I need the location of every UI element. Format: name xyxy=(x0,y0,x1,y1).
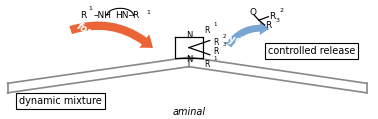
Text: formation: formation xyxy=(74,21,126,57)
Text: HN–R: HN–R xyxy=(115,11,139,20)
Text: R: R xyxy=(80,11,86,20)
FancyArrowPatch shape xyxy=(70,22,153,48)
Text: 2: 2 xyxy=(280,8,284,13)
Text: dynamic mixture: dynamic mixture xyxy=(19,96,102,106)
Text: R: R xyxy=(214,47,219,56)
Text: 1: 1 xyxy=(214,22,217,27)
Text: –NH: –NH xyxy=(94,11,112,20)
Text: N: N xyxy=(186,55,192,64)
Text: 1: 1 xyxy=(147,10,150,15)
Text: O: O xyxy=(250,8,257,17)
Text: N: N xyxy=(186,31,192,40)
Text: R: R xyxy=(214,38,219,47)
Text: aminal: aminal xyxy=(172,107,206,117)
Text: R: R xyxy=(204,60,209,69)
Text: R: R xyxy=(204,26,209,35)
Text: 1: 1 xyxy=(214,56,217,61)
Text: 2: 2 xyxy=(223,34,226,39)
Text: controlled release: controlled release xyxy=(268,46,356,56)
Text: R: R xyxy=(265,21,272,30)
FancyArrowPatch shape xyxy=(226,21,270,47)
Text: 3: 3 xyxy=(276,18,280,23)
Text: R: R xyxy=(269,12,276,21)
Text: 1: 1 xyxy=(89,6,93,11)
Text: hydrolysis: hydrolysis xyxy=(222,34,279,53)
Text: 3: 3 xyxy=(223,42,226,47)
